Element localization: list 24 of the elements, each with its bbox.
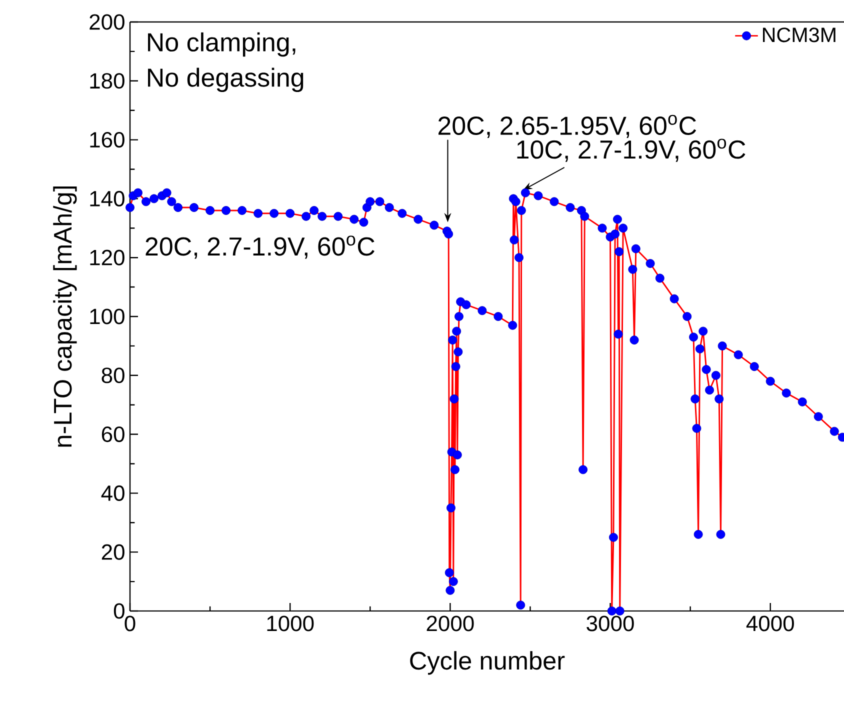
y-tick-label: 200 <box>90 14 124 30</box>
annotation: No clamping, <box>148 32 296 57</box>
x-axis-title: Cycle number <box>410 651 565 675</box>
y-tick-label: 0 <box>114 603 124 619</box>
x-tick-label: 2000 <box>426 616 474 632</box>
x-tick-label: 3000 <box>586 616 634 632</box>
y-tick-label: 60 <box>102 426 124 442</box>
y-tick-label: 140 <box>90 190 124 206</box>
y-tick-label: 80 <box>102 368 124 384</box>
y-tick-label: 40 <box>101 485 124 501</box>
x-tick-label: 0 <box>124 616 136 632</box>
y-tick-label: 180 <box>90 73 124 89</box>
y-tick-label: 120 <box>90 250 124 266</box>
y-axis-title: n-LTO capacity [mAh/g] <box>53 186 77 447</box>
annotation: 10C, 2.7-1.9V, 60$^{o}$C <box>517 138 746 162</box>
x-tick-label: 4000 <box>746 616 794 632</box>
annotation: 20C, 2.65-1.95V, 60$^{o}$C <box>438 114 696 138</box>
legend-label: NCM3M <box>762 28 836 42</box>
y-tick-label: 160 <box>90 132 124 148</box>
y-tick-label: 20 <box>102 544 124 560</box>
x-tick-label: 1000 <box>267 616 314 632</box>
y-tick-label: 100 <box>90 308 124 324</box>
annotation: 20C, 2.7-1.9V, 60$^{o}$C <box>146 236 374 259</box>
annotation: No degassing <box>148 68 304 92</box>
